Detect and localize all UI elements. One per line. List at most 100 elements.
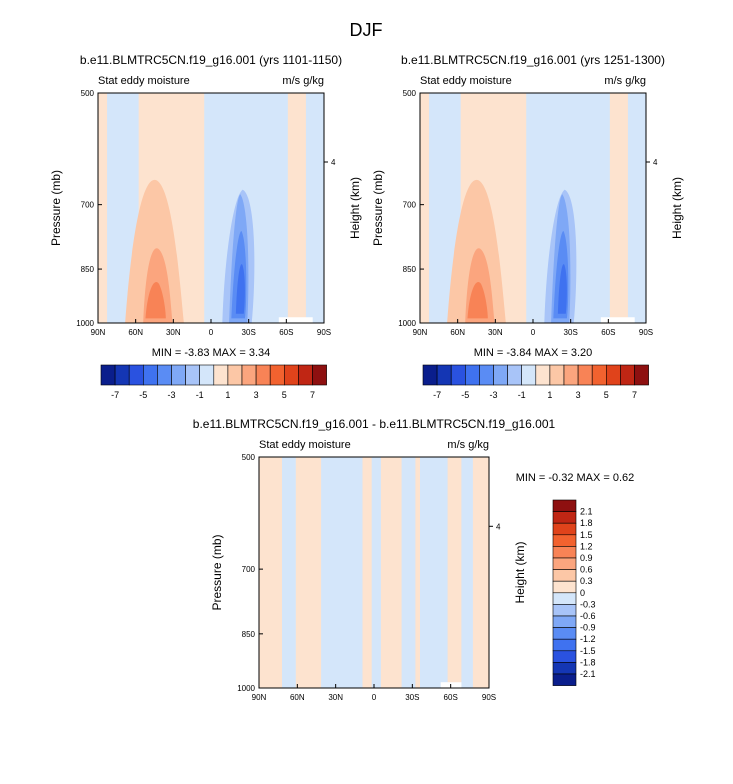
colorbar-box (143, 364, 158, 386)
y-tick-label: 700 (403, 201, 417, 210)
colorbar-label: -3 (167, 390, 175, 400)
colorbar-label: 1.5 (580, 530, 593, 540)
colorbar-box (269, 364, 285, 386)
y-tick-label: 500 (242, 453, 256, 462)
y-tick-label: 850 (81, 265, 95, 274)
chart-panel-2: 90N 60N 30N 0 30S 60S 90S 500 700 850 1000 4 b.e11.B… (371, 53, 684, 359)
colorbar-label: 2.1 (580, 507, 593, 517)
panels: 90N 60N 30N 0 30S 60S 90S 500 700 850 1000 4 b.e11.B… (49, 53, 684, 702)
x-tick-label: 30S (405, 693, 419, 702)
x-tick-label: 90S (317, 328, 331, 337)
colorbar-box (255, 364, 271, 386)
x-tick-label: 30N (488, 328, 503, 337)
colorbar-label: 0.9 (580, 553, 593, 563)
panel-left-label: Stat eddy moisture (98, 75, 190, 87)
panel-title: b.e11.BLMTRC5CN.f19_g16.001 - b.e11.BLMT… (193, 417, 556, 431)
colorbar-label: 7 (632, 390, 637, 400)
y2-tick-label: 4 (331, 158, 336, 167)
y2-axis-label: Height (km) (348, 177, 362, 239)
colorbar-label: -1.8 (580, 657, 596, 667)
panel-right-label: m/s g/kg (282, 75, 324, 87)
x-tick-label: 30N (328, 693, 343, 702)
colorbar-label: 0.3 (580, 576, 593, 586)
colorbar-box (552, 604, 577, 617)
x-tick-label: 60S (279, 328, 293, 337)
colorbar-box (312, 364, 327, 386)
colorbar-label: 0.6 (580, 565, 593, 575)
colorbar-box (493, 364, 508, 386)
y-tick-label: 850 (403, 265, 417, 274)
colorbar-box (552, 522, 577, 536)
page-title: DJF (350, 20, 383, 40)
terrain-mask (600, 317, 635, 323)
colorbar-box (114, 364, 130, 386)
x-tick-label: 60S (601, 328, 615, 337)
colorbar-label: -1 (518, 390, 526, 400)
x-tick-label: 90N (252, 693, 267, 702)
colorbar-label: 1 (225, 390, 230, 400)
y2-tick-label: 4 (653, 158, 658, 167)
contour-fill (371, 457, 381, 688)
colorbar-label: 0 (580, 588, 585, 598)
x-tick-label: 90N (91, 328, 106, 337)
colorbar-box (552, 499, 577, 512)
y-tick-label: 1000 (237, 684, 255, 693)
x-tick-label: 60N (290, 693, 305, 702)
chart-panel-3: 90N 60N 30N 0 30S 60S 90S 500 700 850 1000 4 b.e11.B… (193, 417, 635, 702)
contour-fill (526, 93, 538, 323)
colorbar-box (552, 592, 577, 605)
colorbar-box (213, 364, 229, 386)
x-tick-label: 90S (482, 693, 496, 702)
colorbar-box (283, 364, 299, 386)
colorbar-box (549, 364, 565, 386)
colorbar-label: 1 (547, 390, 552, 400)
x-tick-label: 90N (413, 328, 428, 337)
y-tick-label: 700 (242, 565, 256, 574)
colorbar-label: -2.1 (580, 669, 596, 679)
y-axis-label: Pressure (mb) (49, 170, 63, 246)
contour-fill (305, 93, 324, 323)
colorbar-box (552, 546, 577, 559)
panel-right-label: m/s g/kg (447, 439, 489, 451)
colorbar-label: -3 (489, 390, 497, 400)
colorbar-label: -5 (461, 390, 469, 400)
colorbar-2: -7 -5 -3 -1 1 3 5 7 (422, 364, 649, 400)
colorbar-box (552, 662, 577, 675)
colorbar-box (521, 364, 537, 386)
colorbar-label: -0.6 (580, 611, 596, 621)
colorbar-label: -7 (111, 390, 119, 400)
terrain-mask (278, 317, 313, 323)
contour-field (259, 457, 489, 688)
colorbar-label: -1.5 (580, 646, 596, 656)
colorbar-label: -0.9 (580, 623, 596, 633)
panel-left-label: Stat eddy moisture (259, 439, 351, 451)
contour-fill (321, 457, 363, 688)
colorbar-box (577, 364, 593, 386)
contour-fill (204, 93, 216, 323)
colorbar-label: 3 (254, 390, 259, 400)
x-tick-label: 30S (564, 328, 578, 337)
min-max-stats: MIN = -3.83 MAX = 3.34 (152, 347, 271, 359)
colorbar-box (185, 364, 201, 386)
min-max-stats: MIN = -3.84 MAX = 3.20 (474, 347, 593, 359)
contour-fill (420, 457, 448, 688)
colorbar-label: -7 (433, 390, 441, 400)
x-tick-label: 60S (444, 693, 458, 702)
colorbar-box (552, 673, 577, 686)
contour-fill (627, 93, 646, 323)
contour-field (420, 93, 646, 323)
colorbar-box (591, 364, 607, 386)
colorbar-box (199, 364, 215, 386)
x-tick-label: 90S (639, 328, 653, 337)
y2-axis-label: Height (km) (513, 541, 527, 603)
x-tick-label: 0 (372, 693, 377, 702)
colorbar-box (552, 557, 577, 570)
colorbar-box (227, 364, 243, 386)
colorbar-label: 5 (604, 390, 609, 400)
colorbar-label: 7 (310, 390, 315, 400)
x-tick-label: 60N (450, 328, 465, 337)
colorbar-box (552, 638, 577, 652)
colorbar-label: 3 (576, 390, 581, 400)
colorbar-box (552, 615, 577, 628)
